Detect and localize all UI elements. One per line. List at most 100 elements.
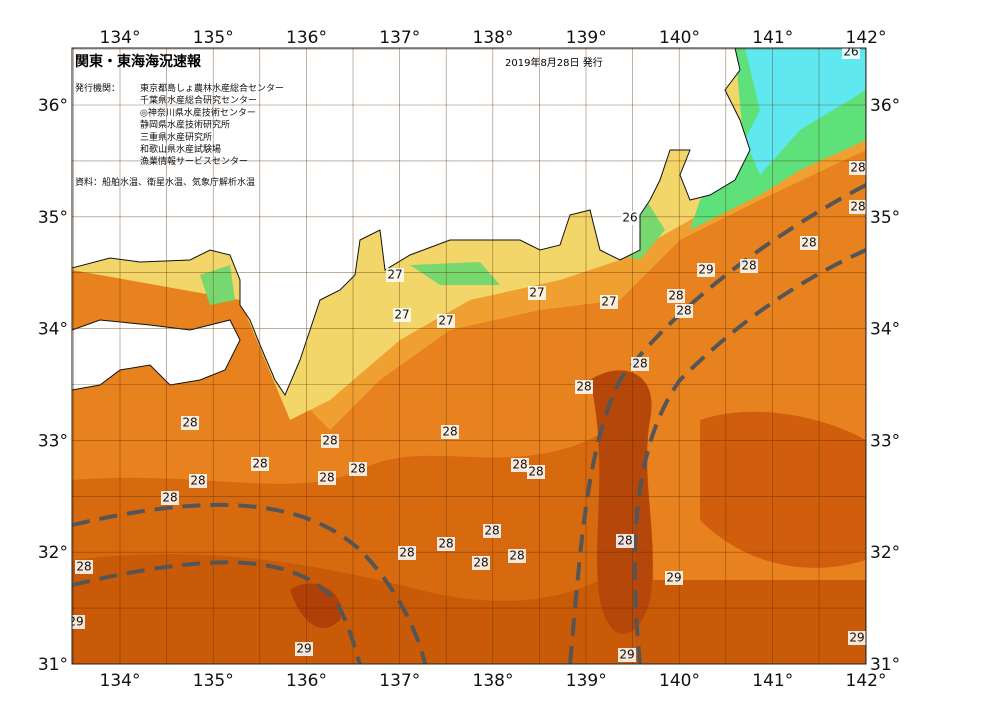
- contour-label-bg: [575, 380, 593, 394]
- contour-label: 27: [529, 286, 544, 300]
- contour-label-bg: [508, 549, 526, 563]
- contour-label-bg: [72, 615, 85, 629]
- kuroshio: [72, 183, 866, 664]
- issuer: 静岡県水産技術研究所: [140, 119, 230, 131]
- contour-label: 28: [576, 380, 591, 394]
- lon-label: 139°: [566, 671, 607, 691]
- contour-label: 28: [850, 161, 865, 175]
- contour-label: 29: [698, 263, 713, 277]
- contour-label-bg: [667, 289, 685, 303]
- issuer: 三重県水産研究所: [140, 131, 212, 143]
- warm-zone: [700, 411, 866, 568]
- contour-label: 29: [619, 648, 634, 662]
- lat-label: 34°: [870, 320, 900, 340]
- contour-label-bg: [842, 48, 860, 59]
- lon-label: 137°: [379, 28, 420, 48]
- contour-label-bg: [621, 211, 639, 225]
- contour-label: 29: [296, 642, 311, 656]
- lat-label: 33°: [38, 431, 68, 451]
- contour-label: 27: [387, 268, 402, 282]
- lon-label: 137°: [379, 671, 420, 691]
- contour-label: 28: [182, 416, 197, 430]
- issuer-list: 東京都島しょ農林水産総合センター千葉県水産総合研究センター◎神奈川県水産技術セン…: [140, 82, 284, 167]
- current-line: [72, 502, 427, 664]
- issuer-label: 発行機関：: [75, 82, 120, 94]
- lon-label: 141°: [752, 671, 793, 691]
- contour-label: 28: [668, 289, 683, 303]
- contour-label: 28: [741, 259, 756, 273]
- contour-label-bg: [393, 308, 411, 322]
- contour-label: 28: [76, 560, 91, 574]
- lat-label: 31°: [38, 655, 68, 675]
- title: 関東・東海海況速報: [75, 53, 202, 70]
- contour-label: 28: [322, 434, 337, 448]
- contour-label-bg: [616, 534, 634, 548]
- contour-label-bg: [161, 491, 179, 505]
- lat-label: 34°: [38, 320, 68, 340]
- lon-label: 141°: [752, 28, 793, 48]
- land-shikoku: [72, 319, 241, 391]
- contour-label: 28: [319, 471, 334, 485]
- contour-label-bg: [441, 425, 459, 439]
- contour-label-bg: [600, 295, 618, 309]
- contour-label: 28: [676, 304, 691, 318]
- contour-label-bg: [321, 434, 339, 448]
- contour-label: 28: [850, 200, 865, 214]
- lon-label: 134°: [100, 671, 141, 691]
- contour-label-bg: [511, 458, 529, 472]
- contour-label: 28: [162, 491, 177, 505]
- contour-label-bg: [181, 416, 199, 430]
- contour-label-bg: [528, 286, 546, 300]
- contour-label-bg: [472, 556, 490, 570]
- contour-label-bg: [386, 268, 404, 282]
- contour-label: 27: [601, 295, 616, 309]
- contour-label-bg: [849, 161, 866, 175]
- contour-label-bg: [740, 259, 758, 273]
- current-line: [568, 183, 866, 664]
- lat-label: 32°: [870, 543, 900, 563]
- lon-label: 136°: [286, 28, 327, 48]
- lat-label: 36°: [870, 96, 900, 116]
- contour-label-bg: [189, 474, 207, 488]
- contour-label: 29: [849, 631, 864, 645]
- contour-label-bg: [665, 571, 683, 585]
- lon-label: 138°: [473, 671, 514, 691]
- issuer: 東京都島しょ農林水産総合センター: [140, 82, 284, 94]
- issuer: ◎神奈川県水産技術センター: [140, 106, 256, 118]
- contour-label-bg: [675, 304, 693, 318]
- frame: [71, 47, 867, 665]
- contour-label-bg: [849, 200, 866, 214]
- contour-label: 29: [68, 615, 83, 629]
- lon-label: 138°: [473, 28, 514, 48]
- issuer: 和歌山県水産試験場: [140, 143, 221, 155]
- contour-label-bg: [631, 357, 649, 371]
- contour-label-bg: [318, 471, 336, 485]
- issuer: 漁業情報サービスセンター: [140, 155, 248, 167]
- lon-label: 136°: [286, 671, 327, 691]
- contour-label: 28: [528, 465, 543, 479]
- lon-label: 142°: [846, 671, 887, 691]
- current-line: [72, 560, 362, 664]
- contour-label: 28: [509, 549, 524, 563]
- contour-label: 28: [442, 425, 457, 439]
- contour-label-bg: [527, 465, 545, 479]
- lon-label: 134°: [100, 28, 141, 48]
- contour-label-bg: [398, 546, 416, 560]
- contour-label: 28: [473, 556, 488, 570]
- lat-label: 35°: [38, 208, 68, 228]
- lat-label: 35°: [870, 208, 900, 228]
- contour-label-bg: [251, 457, 269, 471]
- contour-label: 26: [622, 211, 637, 225]
- contour-label-bg: [618, 648, 636, 662]
- date: 2019年8月28日 発行: [505, 56, 603, 69]
- lon-label: 135°: [193, 28, 234, 48]
- lon-label: 142°: [846, 28, 887, 48]
- issuer: 千葉県水産総合研究センター: [140, 94, 257, 106]
- current-line: [632, 248, 866, 664]
- contour-label-bg: [295, 642, 313, 656]
- contour-label: 27: [394, 308, 409, 322]
- contour-label-bg: [437, 314, 455, 328]
- contour-label-bg: [437, 537, 455, 551]
